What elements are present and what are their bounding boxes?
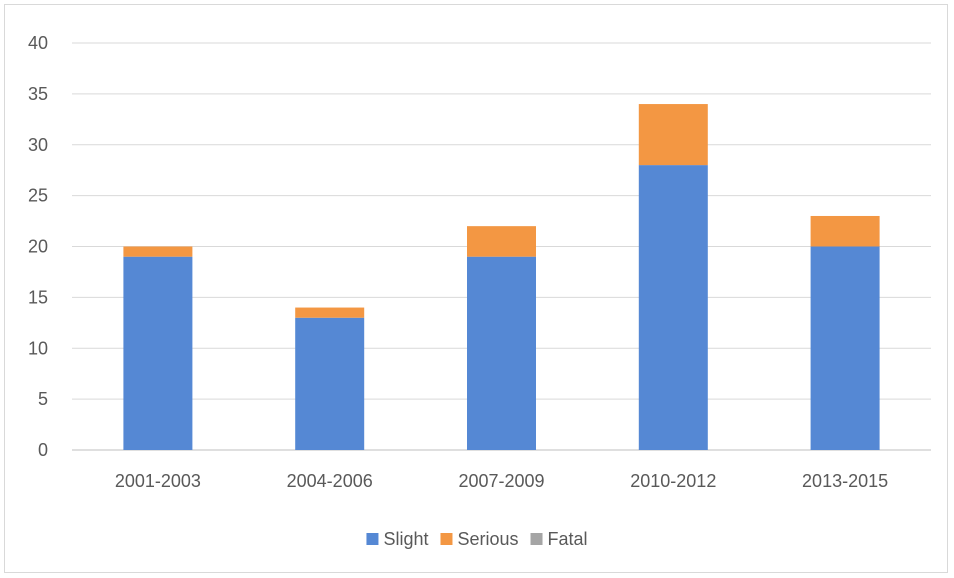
bar-serious-2004-2006 — [295, 307, 365, 318]
legend-swatch-serious — [440, 533, 453, 545]
bar-slight-2013-2015 — [810, 246, 880, 450]
bar-serious-2010-2012 — [638, 104, 708, 166]
y-axis-ticks: 0 5 10 15 20 25 30 35 40 — [28, 33, 48, 460]
legend-item-serious: Serious — [440, 529, 519, 549]
y-tick-label: 30 — [28, 135, 48, 155]
bar-slight-2001-2003 — [123, 256, 193, 450]
legend-label-fatal: Fatal — [548, 529, 588, 549]
y-tick-label: 40 — [28, 33, 48, 53]
bar-slight-2004-2006 — [295, 317, 365, 450]
x-tick-label: 2001-2003 — [115, 471, 201, 491]
legend-item-fatal: Fatal — [530, 529, 588, 549]
y-tick-label: 5 — [38, 389, 48, 409]
bar-serious-2001-2003 — [123, 246, 193, 257]
x-axis-ticks: 2001-2003 2004-2006 2007-2009 2010-2012 2013… — [115, 471, 888, 491]
bar-slight-2010-2012 — [638, 165, 708, 450]
y-tick-label: 25 — [28, 186, 48, 206]
y-tick-label: 0 — [38, 440, 48, 460]
y-tick-label: 10 — [28, 338, 48, 358]
x-tick-label: 2010-2012 — [630, 471, 716, 491]
x-tick-label: 2004-2006 — [287, 471, 373, 491]
bar-slight-2007-2009 — [467, 256, 536, 450]
x-tick-label: 2007-2009 — [458, 471, 544, 491]
gridlines — [72, 42, 931, 451]
y-tick-label: 20 — [28, 237, 48, 257]
legend: Slight Serious Fatal — [366, 529, 588, 549]
legend-swatch-fatal — [530, 533, 543, 545]
bar-serious-2007-2009 — [467, 226, 536, 257]
legend-label-serious: Serious — [457, 529, 518, 549]
legend-swatch-slight — [366, 533, 379, 545]
y-tick-label: 35 — [28, 84, 48, 104]
legend-item-slight: Slight — [366, 529, 428, 549]
legend-label-slight: Slight — [383, 529, 428, 549]
y-tick-label: 15 — [28, 287, 48, 307]
bar-serious-2013-2015 — [810, 215, 880, 247]
bars — [123, 104, 880, 450]
x-tick-label: 2013-2015 — [802, 471, 888, 491]
